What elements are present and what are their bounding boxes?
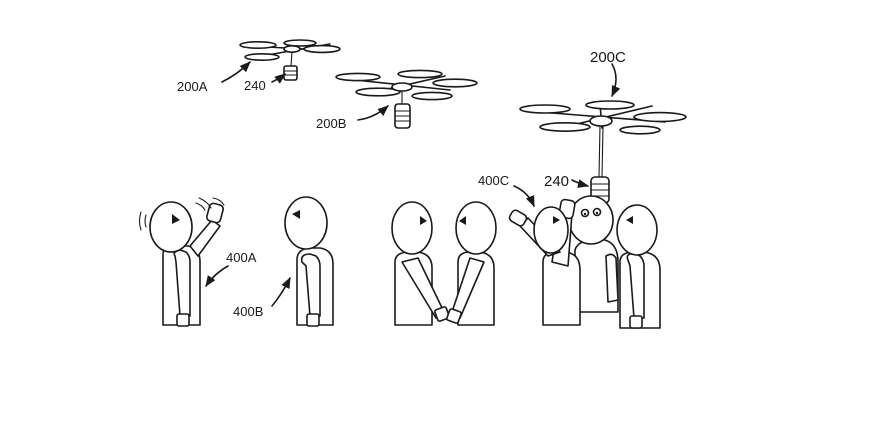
person-400b: [284, 196, 334, 327]
label-200c: 200C: [590, 49, 626, 66]
person-pair: [391, 201, 497, 326]
person-group-400c: [508, 195, 661, 329]
leader-arrow: [205, 265, 229, 287]
payload-canister-icon: [283, 65, 298, 81]
label-200a: 200A: [177, 79, 208, 94]
payload-canister-icon: [394, 103, 411, 129]
drone-200b: [335, 69, 478, 129]
leader-arrow: [611, 63, 621, 98]
label-200b: 200B: [316, 116, 346, 131]
label-240-a: 240: [244, 78, 266, 93]
leader-arrow: [221, 61, 251, 83]
person-400a: [138, 197, 225, 327]
leader-arrow: [571, 179, 590, 188]
leader-arrow: [513, 185, 535, 208]
leader-arrow: [271, 276, 291, 307]
leader-arrow: [357, 105, 389, 121]
label-400c: 400C: [478, 173, 509, 188]
drone-200a: [239, 39, 341, 81]
leader-arrow: [271, 73, 286, 84]
label-240-c: 240: [544, 173, 569, 190]
label-400b: 400B: [233, 304, 263, 319]
label-400a: 400A: [226, 250, 257, 265]
